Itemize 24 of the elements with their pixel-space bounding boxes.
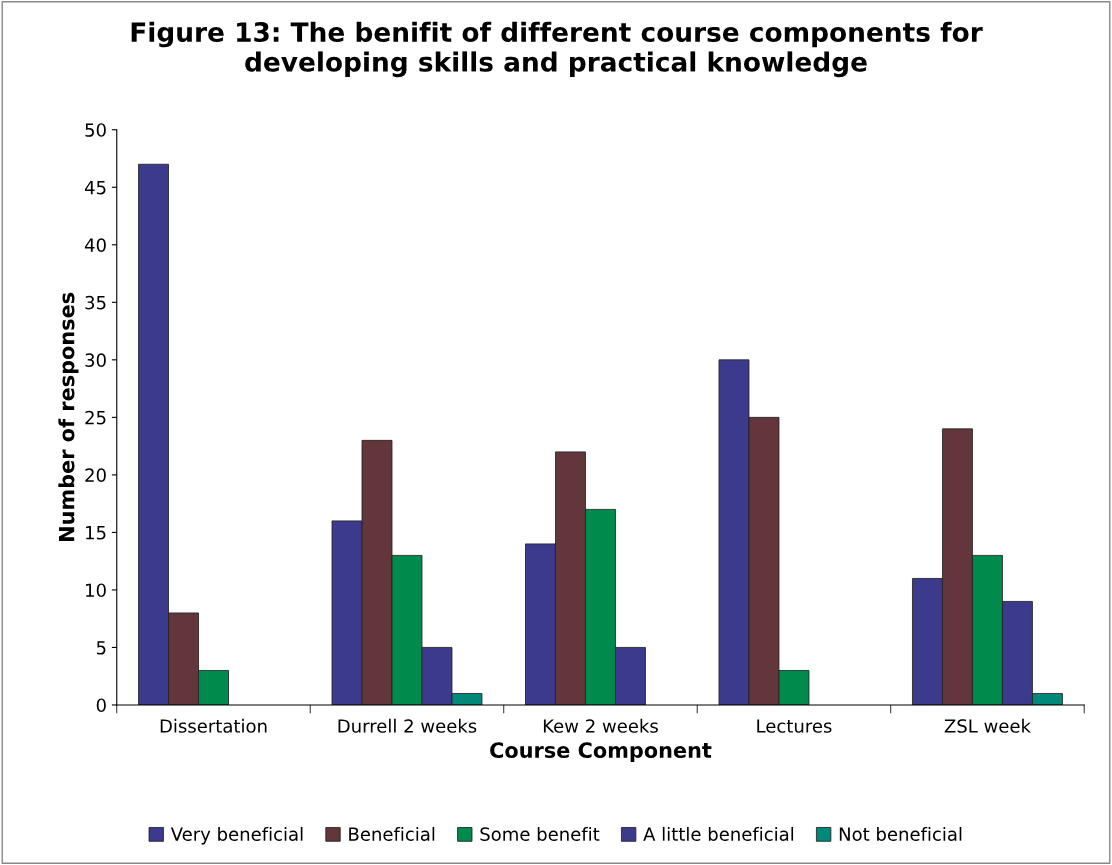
y-tick-label: 15 (86, 526, 106, 540)
y-tick-label: 30 (85, 353, 106, 367)
legend-label: A little beneficial (643, 826, 794, 841)
chart-title: Figure 13: The benifit of different course components for developing skills and practical knowledge (131, 21, 983, 78)
x-tick-label: Lectures (757, 719, 832, 733)
y-axis-title: Number of responses (58, 292, 79, 541)
legend-label: Beneficial (349, 826, 435, 841)
y-tick-label: 35 (85, 295, 106, 310)
legend-label: Not beneficial (839, 826, 962, 841)
y-tick-label: 0 (96, 698, 106, 713)
y-tick-label: 10 (86, 583, 106, 598)
y-tick-label: 45 (84, 180, 106, 195)
x-tick-label: Durrell 2 weeks (338, 718, 477, 733)
y-tick-label: 40 (84, 238, 106, 252)
x-tick-label: Kew 2 weeks (543, 718, 658, 733)
legend-label: Some benefit (480, 826, 600, 841)
y-tick-label: 5 (96, 641, 106, 655)
y-tick-label: 20 (85, 468, 106, 482)
y-tick-label: 25 (85, 410, 106, 425)
x-tick-label: ZSL week (944, 718, 1031, 733)
y-tick-label: 50 (85, 123, 106, 137)
legend-label: Very beneficial (170, 826, 303, 845)
x-tick-label: Dissertation (160, 718, 267, 733)
x-axis-title: Course Component (490, 742, 712, 763)
